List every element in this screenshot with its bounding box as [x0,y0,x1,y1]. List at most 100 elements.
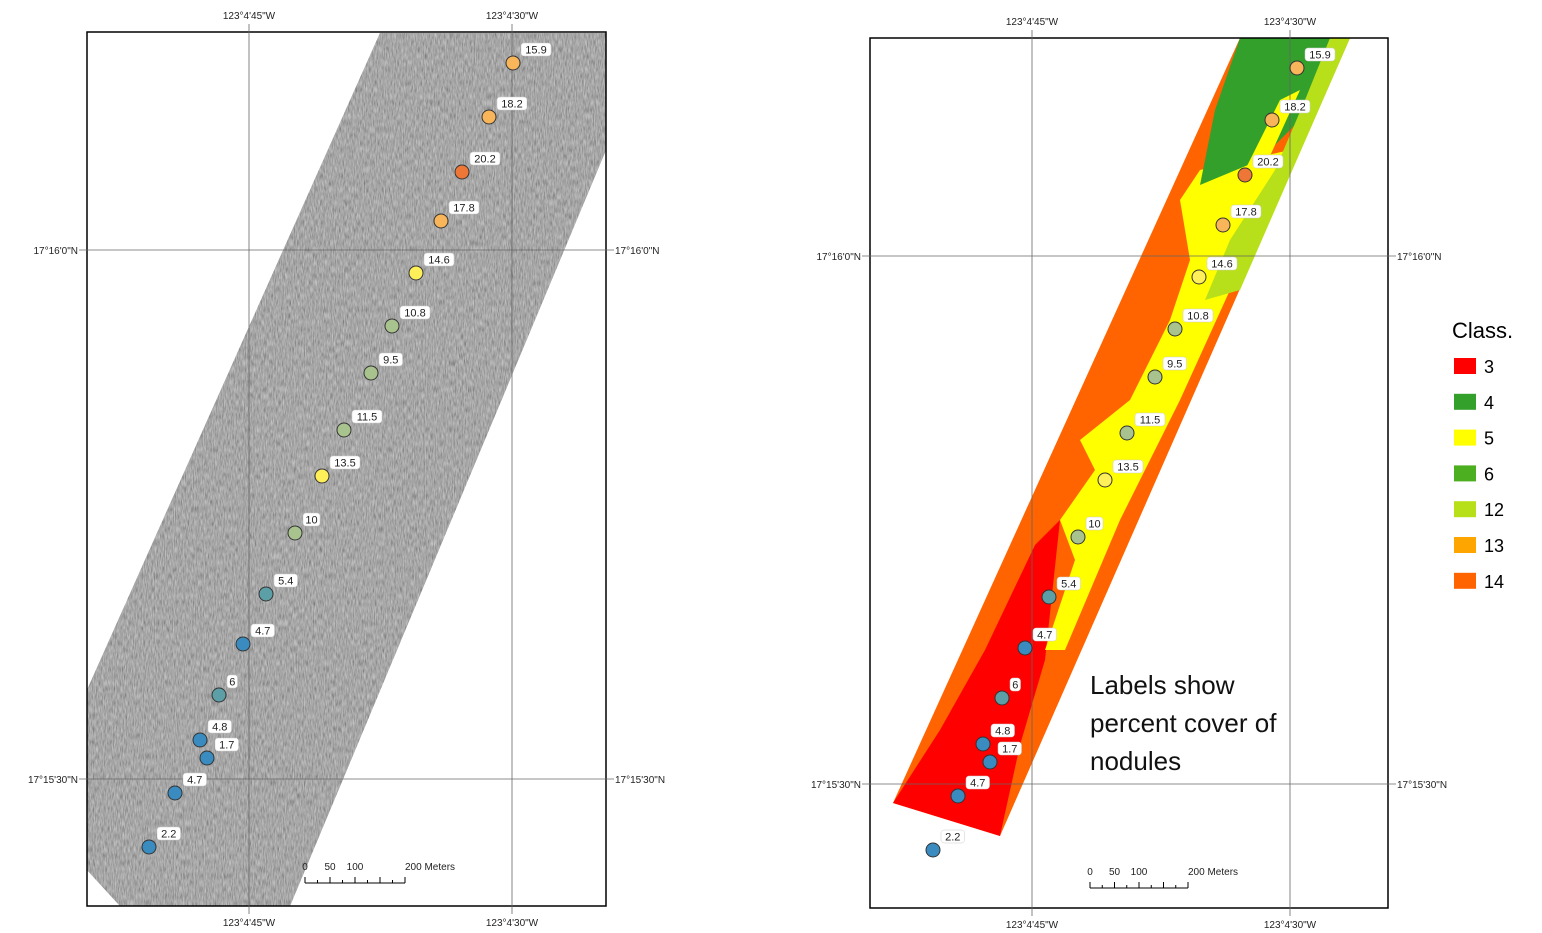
legend-label: 13 [1484,536,1504,556]
map-figure: 123°4'45"W 123°4'45"W 123°4'30"W 123°4'30"W… [0,0,1542,933]
legend-swatch [1454,430,1476,446]
sample-point [976,737,990,751]
legend-swatch [1454,537,1476,553]
point-label: 10 [305,515,317,527]
legend-swatch [1454,358,1476,374]
sample-point [1098,473,1112,487]
latitude-label: 17°15'30"N [811,780,861,791]
longitude-label: 123°4'30"W [486,11,539,22]
sample-point [1290,61,1304,75]
longitude-label: 123°4'30"W [1264,17,1317,28]
scale-label: 0 [1087,867,1093,878]
point-label: 1.7 [1002,744,1017,756]
latitude-label: 17°16'0"N [817,252,862,263]
sample-point [506,56,520,70]
sample-point [315,469,329,483]
point-label: 11.5 [1140,415,1161,427]
annotation: Labels show percent cover of nodules [1090,666,1290,780]
legend-label: 6 [1484,464,1494,484]
legend-label: 5 [1484,429,1494,449]
latitude-label: 17°15'30"N [28,775,78,786]
sample-point [1238,168,1252,182]
latitude-label: 17°16'0"N [34,246,79,257]
sample-point [193,733,207,747]
sample-point [1018,641,1032,655]
point-label: 4.7 [255,626,270,638]
sample-point [951,789,965,803]
point-label: 18.2 [1284,102,1305,114]
sample-point [385,319,399,333]
sample-point [1192,270,1206,284]
longitude-label: 123°4'45"W [1006,920,1059,931]
point-label: 15.9 [525,45,546,57]
point-label: 14.6 [428,255,449,267]
longitude-label: 123°4'30"W [1264,920,1317,931]
point-label: 9.5 [1167,359,1182,371]
longitude-label: 123°4'45"W [1006,17,1059,28]
sample-point [455,165,469,179]
sample-point [288,526,302,540]
point-label: 4.7 [187,775,202,787]
sample-point [434,214,448,228]
point-label: 11.5 [357,412,378,424]
point-label: 13.5 [1117,462,1138,474]
longitude-label: 123°4'45"W [223,11,276,22]
longitude-label: 123°4'45"W [223,918,276,929]
sample-point [1042,590,1056,604]
sample-point [1148,370,1162,384]
point-label: 13.5 [334,458,355,470]
point-label: 4.8 [212,722,227,734]
sonar-strip [87,33,607,907]
sample-point [168,786,182,800]
point-label: 6 [229,677,235,689]
sample-point [142,840,156,854]
point-label: 6 [1012,680,1018,692]
legend-swatch [1454,394,1476,410]
point-label: 5.4 [1061,579,1076,591]
longitude-label: 123°4'30"W [486,918,539,929]
sample-point [337,423,351,437]
sample-point [212,688,226,702]
point-label: 10.8 [404,308,425,320]
sample-point [1216,218,1230,232]
legend-label: 14 [1484,572,1504,592]
point-label: 2.2 [161,829,176,841]
sample-point [409,266,423,280]
point-label: 20.2 [474,154,495,166]
point-label: 4.7 [970,778,985,790]
sample-point [995,691,1009,705]
legend-swatch [1454,501,1476,517]
sample-point [983,755,997,769]
point-label: 18.2 [501,99,522,111]
sample-point [1265,113,1279,127]
latitude-label: 17°16'0"N [615,246,660,257]
point-label: 4.7 [1037,630,1052,642]
scale-label: 100 [1131,867,1148,878]
sample-point [1071,530,1085,544]
point-label: 17.8 [453,203,474,215]
point-label: 9.5 [383,355,398,367]
sample-point [259,587,273,601]
point-label: 14.6 [1211,259,1232,271]
point-label: 10.8 [1187,311,1208,323]
sample-point [926,843,940,857]
point-label: 4.8 [995,726,1010,738]
sample-point [364,366,378,380]
point-label: 20.2 [1257,157,1278,169]
page: {"panels": [ {"top_labels": ["123°4'45\"… [0,0,1542,933]
scale-label: 50 [1109,867,1121,878]
point-label: 15.9 [1309,50,1330,62]
sample-point [200,751,214,765]
scale-label: 50 [324,862,336,873]
point-label: 10 [1088,519,1100,531]
sample-point [482,110,496,124]
legend-title: Class. [1452,318,1513,343]
latitude-label: 17°15'30"N [615,775,665,786]
legend-swatch [1454,465,1476,481]
scale-label: 200 Meters [1188,867,1238,878]
point-label: 2.2 [945,832,960,844]
point-label: 5.4 [278,576,293,588]
legend-swatch [1454,573,1476,589]
legend-label: 12 [1484,500,1504,520]
legend-label: 3 [1484,357,1494,377]
